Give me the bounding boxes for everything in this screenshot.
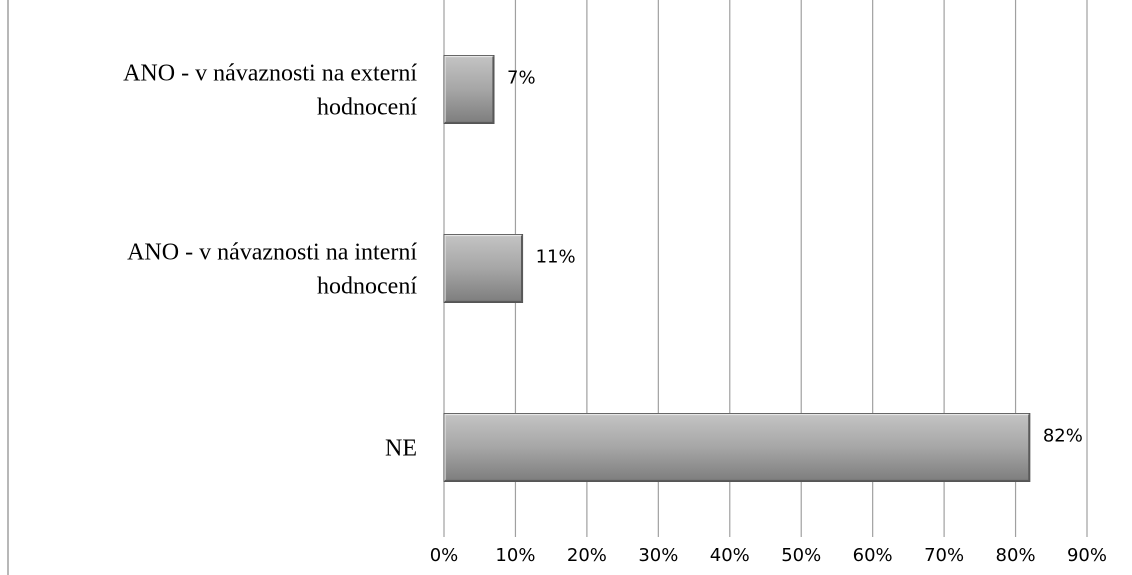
bars (443, 55, 1031, 482)
x-tick-label: 30% (638, 545, 678, 566)
category-labels: ANO - v návaznosti na externí hodnocení AN… (123, 61, 417, 462)
bar-group (443, 55, 495, 124)
x-tick-label: 80% (996, 545, 1036, 566)
x-tick-label: 0% (430, 545, 459, 566)
bar-bevel-highlight (444, 413, 1029, 481)
bar-bevel-shadow (445, 414, 1030, 482)
bar (443, 413, 1031, 482)
x-tick-label: 90% (1067, 545, 1107, 566)
bar-bevel-highlight (444, 55, 494, 123)
value-label: 11% (536, 247, 576, 268)
bar-group (443, 413, 1031, 482)
category-label: hodnocení (317, 274, 417, 300)
x-tick-label: 10% (495, 545, 535, 566)
x-tick-label: 40% (710, 545, 750, 566)
bar-bevel-highlight (444, 234, 522, 302)
x-tick-label: 20% (567, 545, 607, 566)
x-tick-label: 60% (853, 545, 893, 566)
bar (443, 234, 524, 303)
bar-group (443, 234, 524, 303)
x-axis-tick-labels: 0% 10% 20% 30% 40% 50% 60% 70% 80% 90% (430, 545, 1107, 566)
value-label: 82% (1043, 426, 1083, 447)
bar-bevel-shadow (445, 235, 523, 303)
category-label: ANO - v návaznosti na interní (127, 240, 417, 266)
value-labels: 7% 11% 82% (507, 68, 1083, 447)
value-label: 7% (507, 68, 536, 89)
bar-bevel-shadow (445, 56, 494, 124)
category-label: NE (385, 436, 417, 462)
category-label: ANO - v návaznosti na externí (123, 61, 417, 87)
bar (443, 55, 495, 124)
x-tick-label: 50% (781, 545, 821, 566)
x-tick-label: 70% (924, 545, 964, 566)
category-label: hodnocení (317, 95, 417, 121)
